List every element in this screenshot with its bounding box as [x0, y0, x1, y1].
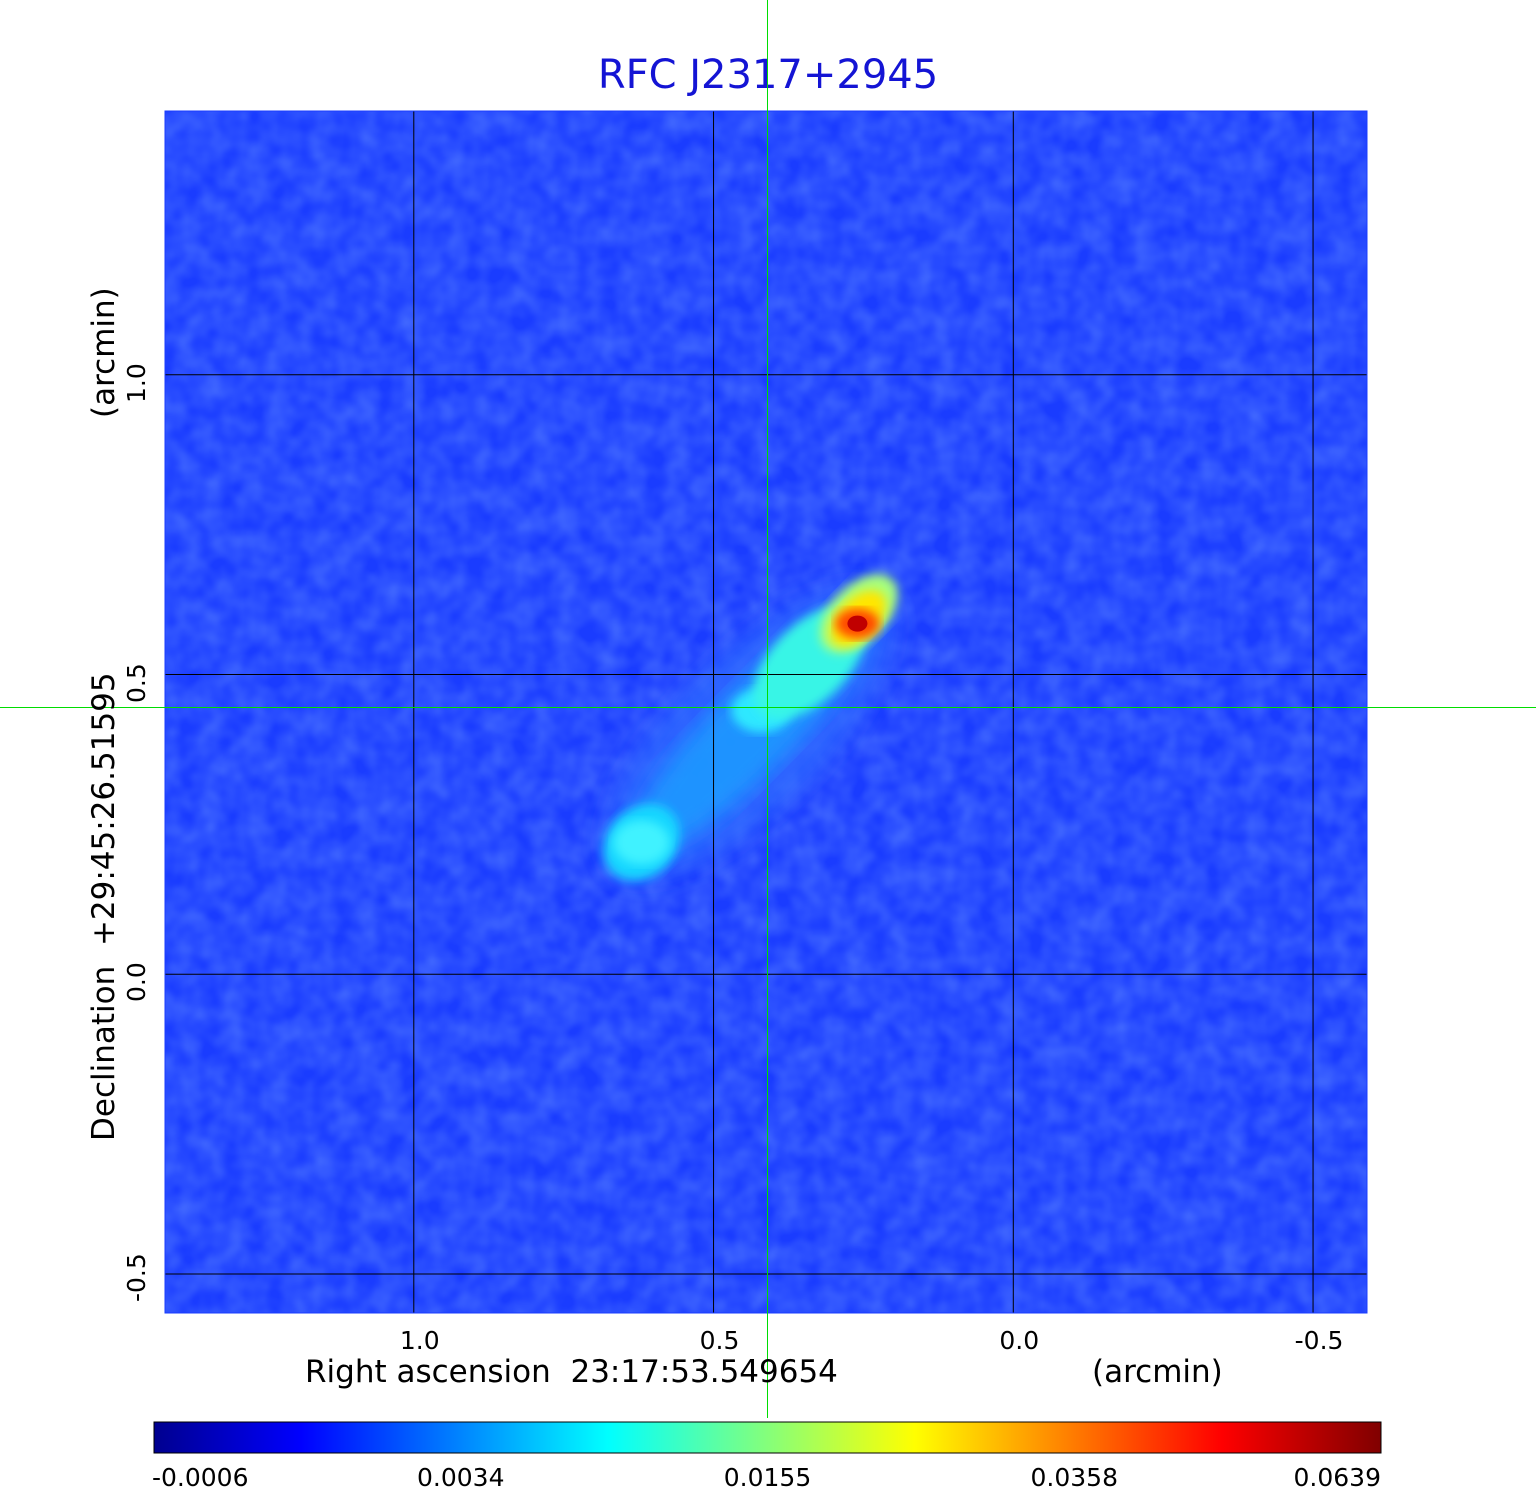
jet-outer-component-peak — [613, 820, 670, 865]
y-tick-label: 0.5 — [122, 662, 151, 703]
radio-source-emission — [603, 574, 898, 881]
y-axis-unit: (arcmin) — [86, 287, 122, 418]
x-tick-label: -0.5 — [1294, 1326, 1344, 1355]
colorbar-tick-label: 0.0155 — [723, 1463, 812, 1492]
colorbar-tick-label: 0.0034 — [417, 1463, 505, 1492]
colorbar — [153, 1421, 1382, 1454]
colorbar-tick-label: -0.0006 — [152, 1463, 249, 1492]
y-axis-label: Declination +29:45:26.51595 — [86, 672, 122, 1141]
x-axis-label: Right ascension 23:17:53.549654 — [305, 1354, 838, 1390]
plot-frame — [164, 110, 1368, 1314]
x-tick-label: 1.0 — [399, 1326, 440, 1355]
x-tick-label: 0.5 — [699, 1326, 740, 1355]
grid-lines — [165, 111, 1367, 1313]
y-tick-label: 0.0 — [122, 962, 151, 1003]
x-axis-unit: (arcmin) — [1092, 1354, 1223, 1390]
colorbar-tick-label: 0.0358 — [1030, 1463, 1118, 1492]
crosshair — [0, 0, 1536, 1418]
x-tick-label: 0.0 — [999, 1326, 1040, 1355]
y-tick-label: 1.0 — [122, 363, 151, 403]
core-peak — [847, 615, 868, 632]
y-tick-label: -0.5 — [122, 1253, 151, 1303]
colorbar-tick-label: 0.0639 — [1293, 1463, 1381, 1492]
